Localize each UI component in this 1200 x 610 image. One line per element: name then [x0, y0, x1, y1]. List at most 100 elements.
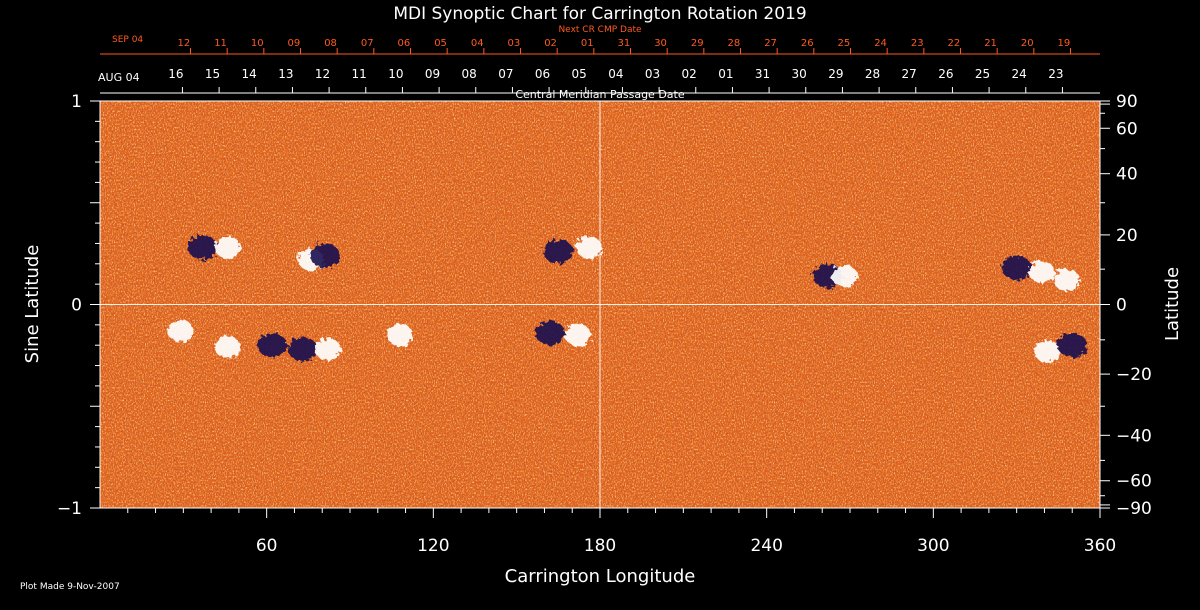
top-axis-next-rotation: 12 11 10 09 08 07 06 05 04 03 02 01 31 30 29 28 27 26 25 24…: [100, 38, 1100, 55]
cmp-date-label: 05: [572, 67, 587, 81]
next-date-label: 27: [764, 38, 777, 49]
active-region-positive: [564, 324, 591, 347]
cmp-date-label: 25: [975, 67, 990, 81]
y-right-tick-label: −60: [1116, 472, 1152, 492]
x-tick-label: 240: [750, 536, 782, 556]
chart-title: MDI Synoptic Chart for Carrington Rotati…: [393, 4, 806, 24]
active-region-positive: [314, 338, 341, 361]
next-date-label: 24: [874, 38, 887, 49]
next-date-label: 22: [948, 38, 961, 49]
next-date-label: 12: [178, 38, 191, 49]
next-date-label: 01: [581, 38, 594, 49]
cmp-date-label: 09: [425, 67, 440, 81]
cmp-date-label: 27: [902, 67, 917, 81]
active-region-negative: [187, 235, 218, 260]
next-date-label: 25: [838, 38, 851, 49]
top-axis-central-meridian: 16 15 14 13 12 11 10 09 08 07 06 05 04 03 02 01 31 30 29 28…: [100, 67, 1100, 94]
next-date-label: 21: [984, 38, 997, 49]
next-date-label: 05: [434, 38, 447, 49]
next-date-label: 06: [398, 38, 411, 49]
plot-made-footer: Plot Made 9-Nov-2007: [20, 582, 120, 592]
cmp-date-label: 04: [608, 67, 623, 81]
cmp-date-label: 15: [205, 67, 220, 81]
y-left-tick-label: 1: [71, 92, 82, 112]
active-region-negative: [535, 320, 565, 345]
next-date-label: 23: [911, 38, 924, 49]
cmp-date-label: 30: [792, 67, 807, 81]
next-date-label: 09: [288, 38, 301, 49]
next-date-label: 04: [471, 38, 484, 49]
active-region-positive: [214, 236, 241, 259]
x-tick-label: 360: [1084, 536, 1116, 556]
next-date-label: 26: [801, 38, 814, 49]
cmp-date-label: 06: [535, 67, 550, 81]
y-axis-right-label: Latitude: [1162, 267, 1183, 341]
cmp-date-label: 11: [352, 67, 367, 81]
active-region-positive: [831, 265, 858, 288]
next-date-label: 31: [618, 38, 631, 49]
active-region-positive: [1034, 340, 1061, 363]
active-region-positive: [1028, 260, 1055, 283]
cmp-date-label: 13: [278, 67, 293, 81]
active-region-positive: [214, 336, 241, 359]
next-date-label: 19: [1058, 38, 1071, 49]
y-right-tick-label: 90: [1116, 92, 1138, 112]
cmp-date-label: 23: [1048, 67, 1063, 81]
cmp-date-label: 10: [388, 67, 403, 81]
active-region-positive: [387, 324, 413, 347]
next-cr-cmp-label: Next CR CMP Date: [558, 25, 642, 35]
cmp-date-label: 01: [718, 67, 733, 81]
next-date-label: 02: [544, 38, 557, 49]
cmp-date-label: 29: [828, 67, 843, 81]
x-tick-label: 300: [917, 536, 949, 556]
next-date-label: 29: [691, 38, 704, 49]
active-region-positive: [167, 319, 194, 342]
cmp-date-label: 14: [242, 67, 257, 81]
y-axis-left: 1 0 −1: [57, 92, 100, 519]
y-right-tick-label: −40: [1116, 426, 1152, 446]
central-meridian-label: Central Meridian Passage Date: [515, 88, 684, 101]
active-region-positive: [1053, 269, 1080, 292]
active-region-negative: [543, 239, 574, 264]
y-left-tick-label: −1: [57, 499, 82, 519]
next-date-label: 03: [508, 38, 521, 49]
active-regions: [167, 235, 1088, 363]
x-axis-label: Carrington Longitude: [505, 566, 696, 587]
y-right-tick-label: −20: [1116, 365, 1152, 385]
next-date-label: 20: [1021, 38, 1034, 49]
active-region-negative: [1057, 333, 1088, 358]
y-right-tick-label: 40: [1116, 165, 1138, 185]
next-date-label: 07: [361, 38, 374, 49]
cmp-date-label: 16: [168, 67, 183, 81]
y-right-tick-label: 0: [1116, 296, 1127, 316]
next-date-label: 28: [728, 38, 741, 49]
cmp-date-label: 26: [938, 67, 953, 81]
y-left-tick-label: 0: [71, 296, 82, 316]
x-tick-label: 60: [256, 536, 278, 556]
y-right-tick-label: 60: [1116, 119, 1138, 139]
cmp-date-label: 28: [865, 67, 880, 81]
y-axis-left-label: Sine Latitude: [22, 245, 43, 364]
y-right-tick-label: 20: [1116, 226, 1138, 246]
active-region-negative: [287, 337, 318, 362]
cmp-date-label: 24: [1012, 67, 1027, 81]
next-month-label: SEP 04: [112, 35, 143, 45]
cmp-date-label: 31: [755, 67, 770, 81]
active-region-negative: [310, 243, 340, 268]
x-tick-label: 180: [584, 536, 616, 556]
y-right-tick-label: −90: [1116, 499, 1152, 519]
cmp-date-label: 12: [315, 67, 330, 81]
x-axis: 60 120 180 240 300 360: [127, 508, 1116, 556]
cmp-month-label: AUG 04: [98, 71, 140, 84]
next-date-label: 30: [654, 38, 667, 49]
cmp-date-label: 02: [682, 67, 697, 81]
y-axis-right: 90 60 40 20 0 −20 −40 −60 −90: [1100, 92, 1152, 519]
next-date-label: 08: [324, 38, 337, 49]
active-region-positive: [575, 236, 602, 259]
active-region-negative: [257, 333, 288, 358]
cmp-date-label: 07: [498, 67, 513, 81]
active-region-negative: [1001, 255, 1032, 280]
next-date-label: 10: [251, 38, 264, 49]
cmp-date-label: 08: [462, 67, 477, 81]
